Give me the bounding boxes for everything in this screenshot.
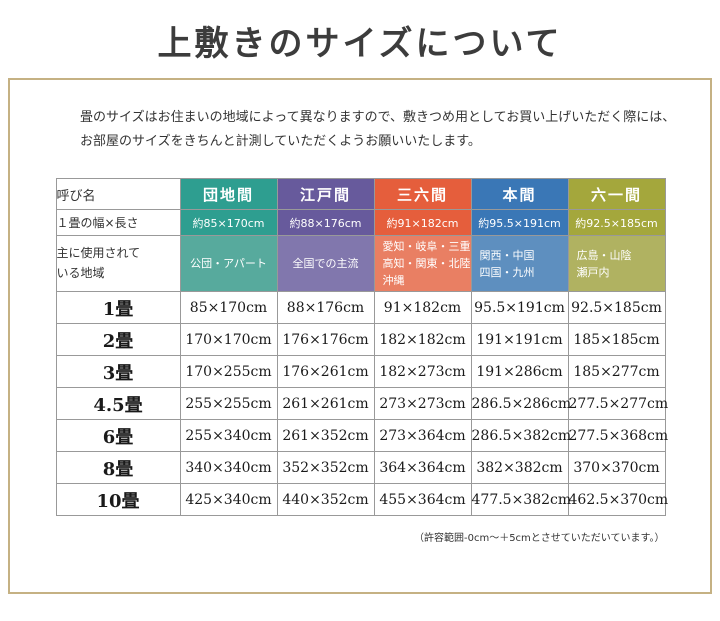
size-value-cell: 277.5×368cm [567, 419, 668, 453]
header-row: 呼び名 団地間 江戸間 三六間 本間 六一間 [55, 178, 666, 211]
region-cell: 広島・山陰 瀬戸内 [567, 235, 666, 293]
page-title: 上敷きのサイズについて [157, 24, 563, 64]
size-value-cell: 277.5×277cm [567, 387, 668, 421]
row-header: １畳の幅×長さ [55, 209, 181, 237]
size-value-cell: 182×182cm [373, 323, 472, 357]
size-value-cell: 95.5×191cm [470, 291, 569, 325]
size-value-cell: 176×176cm [276, 323, 375, 357]
size-value-cell: 176×261cm [276, 355, 375, 389]
row-header: 主に使用されて いる地域 [55, 235, 181, 293]
size-cell: 約95.5×191cm [470, 209, 569, 237]
size-value-cell: 440×352cm [276, 483, 375, 517]
size-value-cell: 88×176cm [276, 291, 375, 325]
size-value-cell: 185×277cm [567, 355, 666, 389]
size-value-cell: 455×364cm [373, 483, 472, 517]
intro-text: 畳のサイズはお住まいの地域によって異なりますので、敷きつめ用としてお買い上げいた… [80, 110, 676, 150]
size-cell: 約92.5×185cm [567, 209, 666, 237]
size-value-cell: 261×352cm [276, 419, 375, 453]
size-value-cell: 191×286cm [470, 355, 569, 389]
region-cell: 関西・中国 四国・九州 [470, 235, 569, 293]
row-label: 3畳 [55, 355, 181, 389]
size-cell: 約85×170cm [179, 209, 278, 237]
table-row: 3畳 170×255cm 176×261cm 182×273cm 191×286… [55, 355, 666, 389]
size-value-cell: 273×273cm [373, 387, 472, 421]
size-value-cell: 286.5×286cm [470, 387, 571, 421]
size-value-cell: 170×170cm [179, 323, 278, 357]
size-value-cell: 261×261cm [276, 387, 375, 421]
row-label: 2畳 [55, 323, 181, 357]
size-value-cell: 477.5×382cm [470, 483, 571, 517]
region-cell: 愛知・岐阜・三重 高知・関東・北陸 沖縄 [373, 235, 472, 293]
column-header: 団地間 [179, 178, 278, 211]
row-label: 8畳 [55, 451, 181, 485]
content-frame: 畳のサイズはお住まいの地域によって異なりますので、敷きつめ用としてお買い上げいた… [8, 78, 712, 594]
size-value-cell: 340×340cm [179, 451, 278, 485]
size-value-cell: 382×382cm [470, 451, 569, 485]
table-row: 1畳 85×170cm 88×176cm 91×182cm 95.5×191cm… [55, 291, 666, 325]
size-value-cell: 182×273cm [373, 355, 472, 389]
table-area: 呼び名 団地間 江戸間 三六間 本間 六一間 １畳の幅×長さ 約85×170cm… [55, 178, 668, 545]
region-cell: 全国での主流 [276, 235, 375, 293]
size-cell: 約88×176cm [276, 209, 375, 237]
size-value-cell: 191×191cm [470, 323, 569, 357]
table-row: 2畳 170×170cm 176×176cm 182×182cm 191×191… [55, 323, 666, 357]
region-cell: 公団・アパート [179, 235, 278, 293]
size-value-cell: 364×364cm [373, 451, 472, 485]
size-value-cell: 370×370cm [567, 451, 666, 485]
size-cell: 約91×182cm [373, 209, 472, 237]
table-row: 10畳 425×340cm 440×352cm 455×364cm 477.5×… [55, 483, 668, 517]
size-row: １畳の幅×長さ 約85×170cm 約88×176cm 約91×182cm 約9… [55, 209, 666, 237]
size-value-cell: 92.5×185cm [567, 291, 666, 325]
size-value-cell: 462.5×370cm [567, 483, 668, 517]
size-value-cell: 286.5×382cm [470, 419, 571, 453]
table-row: 8畳 340×340cm 352×352cm 364×364cm 382×382… [55, 451, 666, 485]
column-header: 江戸間 [276, 178, 375, 211]
size-value-cell: 91×182cm [373, 291, 472, 325]
size-value-cell: 170×255cm [179, 355, 278, 389]
size-value-cell: 185×185cm [567, 323, 666, 357]
size-value-cell: 425×340cm [179, 483, 278, 517]
row-label: 4.5畳 [55, 387, 181, 421]
size-value-cell: 255×255cm [179, 387, 278, 421]
row-label: 6畳 [55, 419, 181, 453]
row-label: 1畳 [55, 291, 181, 325]
size-value-cell: 85×170cm [179, 291, 278, 325]
column-header: 本間 [470, 178, 569, 211]
column-header: 三六間 [373, 178, 472, 211]
size-table: 呼び名 団地間 江戸間 三六間 本間 六一間 １畳の幅×長さ 約85×170cm… [55, 178, 668, 517]
column-header: 六一間 [567, 178, 666, 211]
size-value-cell: 273×364cm [373, 419, 472, 453]
size-value-cell: 352×352cm [276, 451, 375, 485]
table-row: 4.5畳 255×255cm 261×261cm 273×273cm 286.5… [55, 387, 668, 421]
region-row: 主に使用されて いる地域 公団・アパート 全国での主流 愛知・岐阜・三重 高知・… [55, 235, 666, 293]
size-value-cell: 255×340cm [179, 419, 278, 453]
row-label: 10畳 [55, 483, 181, 517]
footnote: （許容範囲-0cm〜＋5cmとさせていただいています。） [413, 533, 665, 545]
corner-label: 呼び名 [55, 178, 181, 211]
table-row: 6畳 255×340cm 261×352cm 273×364cm 286.5×3… [55, 419, 668, 453]
